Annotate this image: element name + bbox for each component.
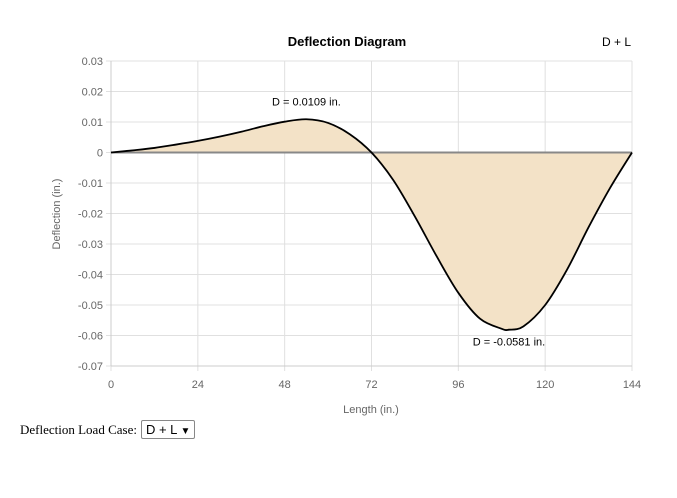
y-axis-label: Deflection (in.) [51, 179, 63, 250]
y-tick-label: 0.03 [82, 56, 103, 68]
x-axis-label: Length (in.) [343, 404, 399, 416]
x-tick-label: 144 [623, 379, 641, 391]
y-tick-label: -0.01 [78, 178, 103, 190]
y-tick-label: -0.04 [78, 270, 103, 282]
x-tick-label: 120 [536, 379, 554, 391]
x-tick-label: 72 [365, 379, 377, 391]
deflection-curve [110, 118, 633, 331]
load-case-select-label: Deflection Load Case: [20, 421, 137, 437]
x-tick-label: 96 [452, 379, 464, 391]
x-tick-label: 0 [108, 379, 114, 391]
y-tick-label: -0.06 [78, 331, 103, 343]
y-tick-label: -0.02 [78, 209, 103, 221]
y-tick-label: -0.05 [78, 300, 103, 312]
x-tick-label: 48 [279, 379, 291, 391]
deflection-area [111, 119, 632, 331]
chart-title: Deflection Diagram [288, 34, 406, 49]
load-case-selected-value: D + L [145, 422, 177, 437]
load-case-control: Deflection Load Case: D + L ▼ [20, 420, 196, 439]
y-tick-label: 0 [97, 148, 103, 160]
extreme-value-label: D = -0.0581 in. [473, 337, 545, 349]
y-tick-label: 0.02 [82, 87, 103, 99]
extreme-value-label: D = 0.0109 in. [272, 96, 341, 108]
dropdown-arrow-icon: ▼ [180, 426, 191, 437]
y-tick-label: 0.01 [82, 117, 103, 129]
y-tick-label: -0.03 [78, 239, 103, 251]
y-tick-label: -0.07 [78, 361, 103, 373]
load-case-label: D + L [602, 35, 631, 49]
x-tick-label: 24 [192, 379, 204, 391]
load-case-select[interactable]: D + L ▼ [140, 420, 196, 439]
